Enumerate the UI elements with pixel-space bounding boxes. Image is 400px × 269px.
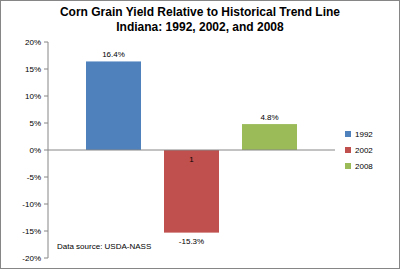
y-tick — [44, 123, 48, 124]
y-tick-label: -20% — [22, 254, 41, 263]
data-label: 16.4% — [102, 50, 125, 59]
y-tick-label: 10% — [25, 92, 41, 101]
y-tick-label: 5% — [29, 119, 41, 128]
chart: Corn Grain Yield Relative to Historical … — [0, 0, 400, 269]
y-tick — [44, 96, 48, 97]
bar — [242, 124, 297, 150]
legend-swatch — [345, 163, 351, 169]
y-tick — [44, 150, 48, 151]
bar — [164, 150, 219, 233]
chart-border — [1, 1, 400, 269]
y-tick — [44, 177, 48, 178]
legend-label: 2008 — [355, 162, 373, 171]
zero-line — [48, 150, 335, 151]
y-tick-label: -15% — [22, 227, 41, 236]
y-tick — [44, 258, 48, 259]
y-tick — [44, 231, 48, 232]
data-label: 4.8% — [260, 113, 278, 122]
subtitle: Indiana: 1992, 2002, and 2008 — [116, 20, 284, 34]
y-tick — [44, 42, 48, 43]
title: Corn Grain Yield Relative to Historical … — [60, 5, 340, 19]
y-tick — [44, 204, 48, 205]
y-tick-label: 0% — [29, 146, 41, 155]
legend-swatch — [345, 131, 351, 137]
y-tick-label: -10% — [22, 200, 41, 209]
annotation: 1 — [189, 155, 194, 164]
y-tick-label: 20% — [25, 38, 41, 47]
bar — [86, 61, 141, 150]
source: Data source: USDA-NASS — [57, 242, 151, 251]
y-tick-label: -5% — [27, 173, 41, 182]
legend-swatch — [345, 147, 351, 153]
data-label: -15.3% — [179, 237, 204, 246]
y-tick-label: 15% — [25, 65, 41, 74]
y-tick — [44, 69, 48, 70]
legend-label: 2002 — [355, 146, 373, 155]
legend-label: 1992 — [355, 130, 373, 139]
bars — [86, 61, 297, 232]
